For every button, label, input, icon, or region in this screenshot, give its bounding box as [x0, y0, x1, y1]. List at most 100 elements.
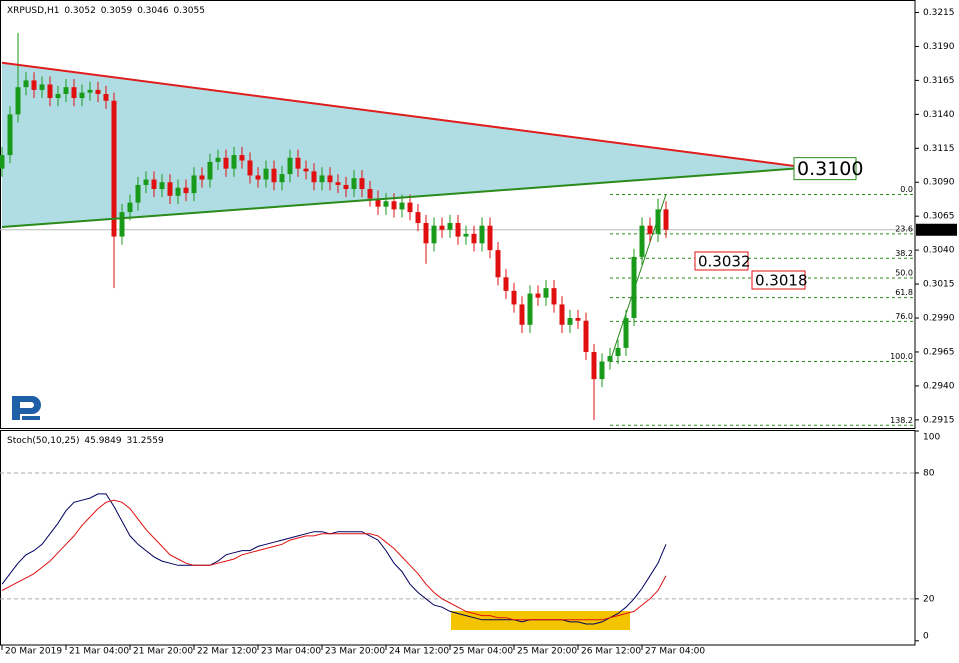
y-tick-label: 0.3165 — [923, 76, 955, 86]
candle-body — [295, 157, 301, 169]
header-value: 0.3052 — [64, 6, 96, 16]
candle-body — [47, 84, 53, 99]
candle-body — [87, 89, 93, 93]
candle-body — [127, 202, 133, 213]
candle-body — [151, 179, 157, 190]
candle-body — [7, 114, 13, 156]
candle-body — [215, 157, 221, 162]
candle-body — [407, 202, 413, 213]
candle-body — [287, 157, 293, 175]
y-tick-label: 0.3040 — [923, 246, 955, 256]
highlight — [451, 611, 630, 630]
header-value: 45.9849 — [84, 436, 121, 446]
fib-label: 38.2 — [895, 249, 913, 258]
x-tick-label: 21 Mar 04:00 — [69, 647, 129, 657]
candle-body — [327, 175, 333, 183]
fib-label: 100.0 — [890, 352, 913, 361]
candle-body — [191, 175, 197, 194]
candle-body — [567, 318, 573, 325]
candle-body — [79, 92, 85, 99]
candle-body — [39, 84, 45, 90]
y-tick-label: 80 — [923, 468, 935, 478]
price-label-box — [694, 251, 749, 271]
y-tick-label: 0.3015 — [923, 280, 955, 290]
candle-body — [591, 351, 597, 380]
y-tick-label: 0.3065 — [923, 212, 955, 222]
candle-body — [319, 175, 325, 183]
x-tick-label: 25 Mar 20:00 — [517, 647, 577, 657]
candle-body — [351, 178, 357, 190]
x-tick-label: 23 Mar 20:00 — [325, 647, 385, 657]
y-tick-label: 0.2940 — [923, 381, 955, 391]
fib-label: 23.6 — [895, 224, 913, 233]
x-tick-label: 21 Mar 20:00 — [133, 647, 193, 657]
candle-body — [255, 175, 261, 180]
candle-body — [503, 277, 509, 291]
trendline — [1, 167, 795, 229]
indicator-name: Stoch(50,10,25) — [7, 436, 80, 446]
candle-body — [23, 80, 29, 88]
stoch-line — [1, 499, 667, 621]
candle-body — [471, 233, 477, 244]
price-header: XRPUSD,H1 0.3052 0.3059 0.3046 0.3055 — [7, 6, 205, 16]
candle-body — [399, 202, 405, 210]
candle-body — [495, 250, 501, 278]
candle-body — [583, 320, 589, 352]
candle-body — [575, 318, 581, 321]
y-tick-label: 0.2965 — [923, 347, 955, 357]
candle-body — [551, 288, 557, 305]
fib-label: 50.0 — [895, 268, 913, 277]
y-tick-label: 0.3190 — [923, 42, 955, 52]
y-tick-label: 100 — [923, 433, 940, 443]
candle-body — [615, 347, 621, 357]
candle-body — [367, 189, 373, 199]
stoch-header: Stoch(50,10,25) 45.9849 31.2559 — [7, 436, 164, 446]
candle-body — [271, 168, 277, 183]
candle-body — [599, 361, 605, 380]
candle-body — [535, 293, 541, 298]
stoch-line — [1, 493, 667, 625]
candle-body — [311, 171, 317, 183]
logo-bar — [22, 416, 40, 420]
x-tick-label: 26 Mar 12:00 — [581, 647, 641, 657]
y-tick-label: 0.3215 — [923, 8, 955, 18]
candle-body — [199, 175, 205, 180]
price-label: 0.3018 — [755, 271, 808, 289]
candle-body — [479, 225, 485, 244]
triangle-area — [2, 62, 794, 228]
candle-body — [663, 209, 669, 230]
logo — [12, 396, 41, 420]
candle-body — [623, 318, 629, 348]
candle-body — [111, 100, 117, 237]
price-label: 0.3032 — [698, 252, 751, 270]
candle-body — [55, 93, 61, 99]
candle-body — [455, 222, 461, 237]
candle-body — [543, 288, 549, 298]
candle-body — [335, 182, 341, 185]
candle-body — [175, 187, 181, 196]
x-tick-label: 27 Mar 04:00 — [645, 647, 705, 657]
trendline — [1, 61, 795, 167]
candle-body — [63, 87, 69, 94]
candle-body — [0, 155, 5, 169]
candle-body — [439, 225, 445, 230]
last-price-box — [916, 223, 957, 236]
triangle-label-box — [793, 157, 857, 181]
candle-body — [223, 157, 229, 169]
candles — [0, 32, 669, 420]
candle-body — [207, 161, 213, 180]
candle-body — [159, 182, 165, 190]
fib-label: 76.0 — [895, 312, 913, 321]
candle-body — [303, 168, 309, 172]
candle-body — [447, 222, 453, 230]
candle-body — [247, 160, 253, 176]
candle-body — [119, 212, 125, 237]
candle-body — [519, 304, 525, 325]
y-tick-label: 20 — [923, 594, 935, 604]
stoch-panel — [0, 430, 916, 646]
header-value: 0.3055 — [173, 6, 205, 16]
candle-body — [511, 290, 517, 305]
last-price-label: 0.3055 — [923, 225, 955, 235]
header-value: 31.2559 — [126, 436, 163, 446]
